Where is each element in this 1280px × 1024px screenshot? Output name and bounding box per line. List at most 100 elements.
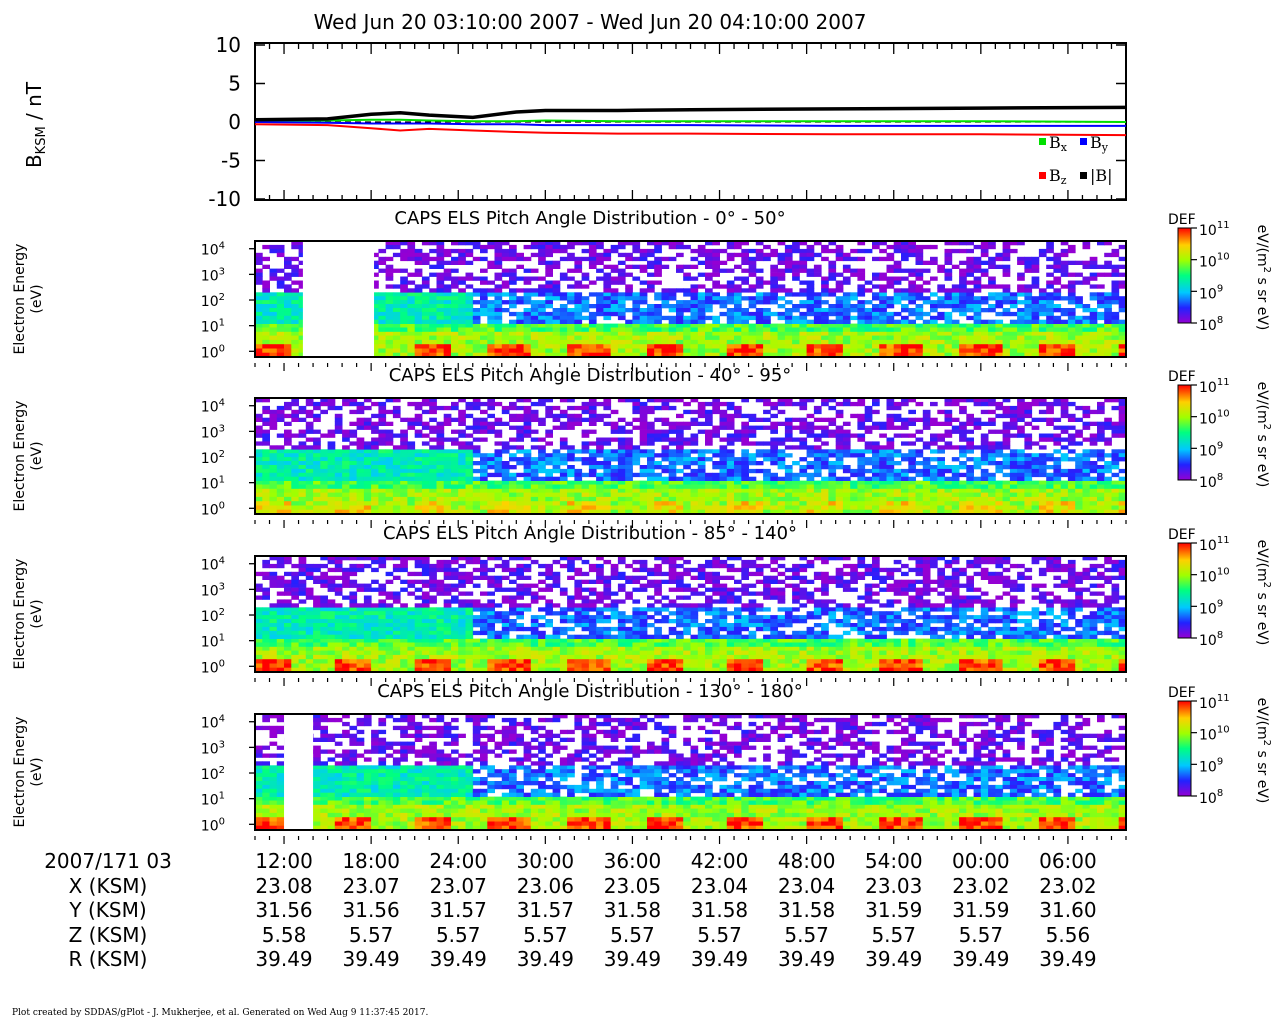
heatmap-cell (516, 492, 524, 498)
heatmap-cell (676, 311, 684, 317)
heatmap-cell (901, 335, 909, 341)
heatmap-cell (545, 323, 553, 328)
heatmap-cell (1097, 472, 1105, 478)
heatmap-cells (255, 241, 1127, 358)
heatmap-cell (269, 248, 278, 254)
heatmap-cell (298, 352, 307, 358)
heatmap-cell (516, 433, 524, 438)
heatmap-cell (705, 480, 713, 485)
heatmap-cell (559, 501, 568, 506)
heatmap-cell (799, 319, 808, 324)
heatmap-cell (1060, 348, 1069, 354)
heatmap-cell (494, 315, 503, 321)
heatmap-cell (748, 480, 757, 485)
heatmap-cell (523, 315, 532, 321)
heatmap-cell (1075, 315, 1083, 321)
heatmap-cell (567, 492, 575, 498)
heatmap-cell (545, 468, 553, 474)
heatmap-cell (937, 296, 945, 301)
heatmap-cell (697, 300, 706, 305)
heatmap-cell (320, 457, 328, 462)
heatmap-cell (755, 248, 764, 254)
heatmap-cell (298, 284, 307, 289)
heatmap-cell (494, 300, 503, 305)
heatmap-cell (1097, 505, 1105, 511)
heatmap-cell (559, 461, 568, 466)
heatmap-cell (835, 339, 844, 345)
heatmap-cell (1024, 339, 1033, 345)
heatmap-cell (588, 292, 597, 297)
heatmap-cell (298, 304, 307, 309)
heatmap-cell (726, 488, 735, 494)
heatmap-cell (494, 492, 503, 498)
heatmap-cell (872, 488, 880, 494)
heatmap-cell (559, 323, 568, 328)
heatmap-cell (530, 319, 539, 324)
heatmap-cell (494, 276, 503, 281)
heatmap-cell (530, 465, 539, 470)
heatmap-cell (872, 472, 880, 478)
heatmap-cell (588, 496, 597, 502)
heatmap-cell (429, 480, 437, 485)
heatmap-cell (719, 344, 728, 349)
heatmap-cell (872, 315, 880, 321)
heatmap-cell (1067, 468, 1076, 474)
heatmap-cell (625, 421, 633, 426)
heatmap-cell (683, 276, 691, 281)
heatmap-cell (973, 344, 982, 349)
heatmap-cell (451, 476, 459, 481)
heatmap-cell (857, 348, 866, 354)
heatmap-cell (530, 268, 539, 273)
heatmap-cell (545, 288, 553, 293)
heatmap-cell (690, 284, 699, 289)
heatmap-cell (690, 304, 699, 309)
heatmap-cell (821, 248, 829, 254)
heatmap-cell (639, 331, 648, 337)
heatmap-cell (552, 480, 561, 485)
heatmap-cell (654, 509, 662, 515)
heatmap-cell (276, 488, 285, 494)
heatmap-cell (770, 509, 778, 515)
heatmap-cell (371, 292, 379, 297)
heatmap-cell (400, 449, 408, 454)
heatmap-cell (545, 496, 553, 502)
heatmap-cell (995, 304, 1004, 309)
heatmap-cell (886, 457, 895, 462)
heatmap-cell (842, 335, 851, 341)
heatmap-cell (509, 252, 517, 258)
heatmap-cell (371, 335, 379, 341)
heatmap-cell (291, 476, 299, 481)
heatmap-cell (1067, 327, 1076, 332)
heatmap-cell (988, 331, 996, 337)
heatmap-cell (966, 509, 974, 515)
heatmap-cell (966, 505, 974, 511)
heatmap-cell (610, 492, 619, 498)
heatmap-cell (792, 348, 800, 354)
heatmap-cell (363, 492, 372, 498)
heatmap-cell (501, 344, 510, 349)
heatmap-cell (603, 248, 612, 254)
heatmap-cell (530, 472, 539, 478)
heatmap-cell (349, 492, 358, 498)
heatmap-cell (385, 319, 394, 324)
heatmap-cell (429, 339, 437, 345)
heatmap-cell (1009, 509, 1018, 515)
heatmap-cell (712, 272, 720, 277)
heatmap-cell (1046, 304, 1054, 309)
heatmap-cell (1067, 335, 1076, 341)
heatmap-cell (276, 409, 285, 415)
heatmap-cell (400, 288, 408, 293)
heatmap-cell (748, 264, 757, 269)
heatmap-cell (872, 292, 880, 297)
heatmap-cell (298, 292, 307, 297)
heatmap-cell (458, 319, 466, 324)
heatmap-cell (632, 276, 641, 281)
heatmap-cell (465, 327, 474, 332)
heatmap-cell (690, 352, 699, 358)
heatmap-cell (872, 501, 880, 506)
heatmap-cell (726, 348, 735, 354)
heatmap-cell (284, 339, 292, 345)
heatmap-cell (342, 468, 350, 474)
heatmap-cell (262, 409, 270, 415)
